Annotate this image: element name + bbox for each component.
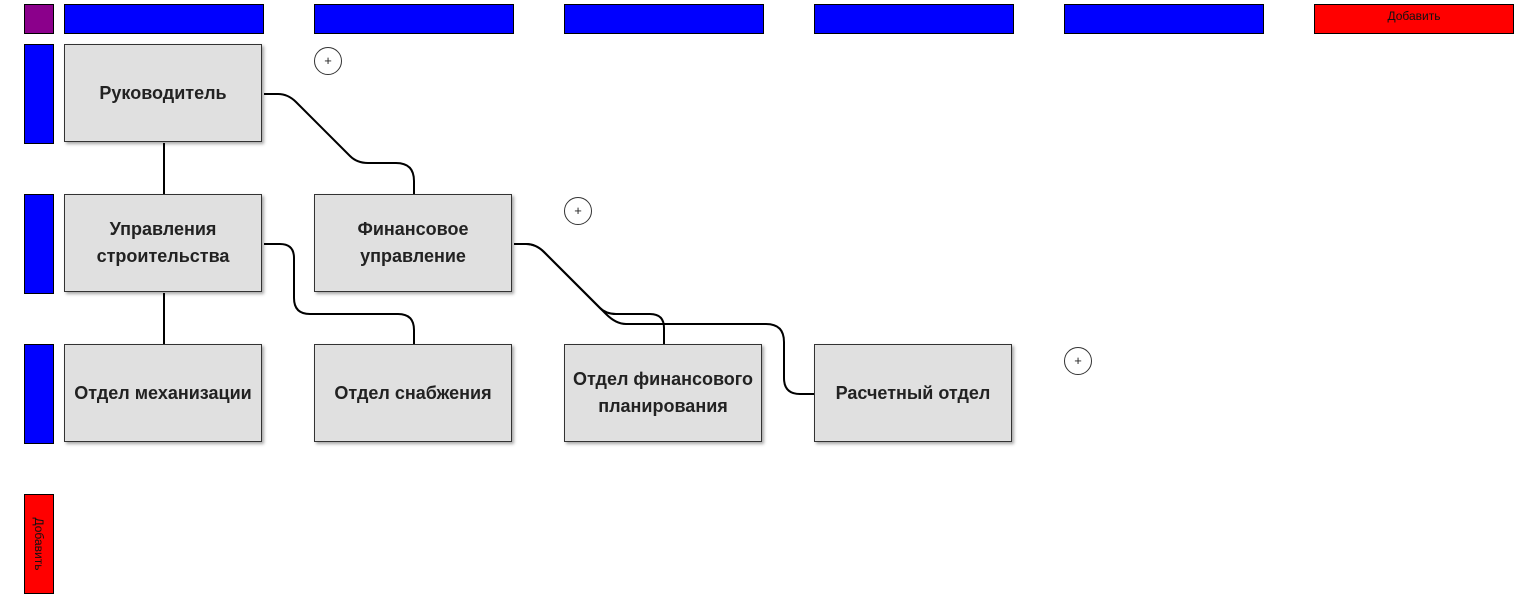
node-supply[interactable]: Отдел снабжения xyxy=(314,344,512,442)
corner-cell xyxy=(24,4,54,34)
add-node-plus-icon[interactable]: + xyxy=(314,47,342,75)
add-column-button[interactable]: Добавить xyxy=(1314,4,1514,34)
link-finance-settlement xyxy=(514,243,814,395)
column-header-5[interactable] xyxy=(1064,4,1264,34)
row-header-1[interactable] xyxy=(24,44,54,144)
column-header-2[interactable] xyxy=(314,4,514,34)
add-node-plus-icon[interactable]: + xyxy=(1064,347,1092,375)
row-header-2[interactable] xyxy=(24,194,54,294)
link-finance-financial-planning xyxy=(514,243,665,344)
node-head[interactable]: Руководитель xyxy=(64,44,262,142)
link-construction-supply xyxy=(264,243,415,344)
node-settlement[interactable]: Расчетный отдел xyxy=(814,344,1012,442)
node-mechanization[interactable]: Отдел механизации xyxy=(64,344,262,442)
add-node-plus-icon[interactable]: + xyxy=(564,197,592,225)
add-row-label: Добавить xyxy=(32,517,46,571)
add-row-button[interactable]: Добавить xyxy=(24,494,54,594)
node-financial-planning[interactable]: Отдел финансового планирования xyxy=(564,344,762,442)
row-header-3[interactable] xyxy=(24,344,54,444)
link-head-finance xyxy=(264,93,415,194)
column-header-3[interactable] xyxy=(564,4,764,34)
node-construction[interactable]: Управления строительства xyxy=(64,194,262,292)
node-finance[interactable]: Финансовое управление xyxy=(314,194,512,292)
column-header-4[interactable] xyxy=(814,4,1014,34)
column-header-1[interactable] xyxy=(64,4,264,34)
